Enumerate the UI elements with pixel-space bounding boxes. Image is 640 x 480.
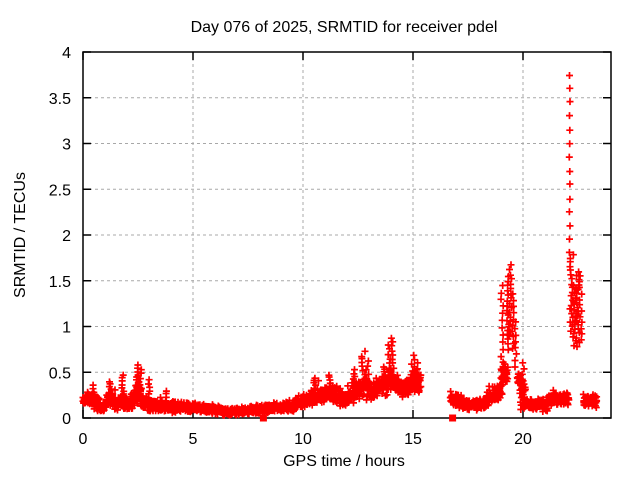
y-tick-label: 2.5	[49, 182, 71, 199]
y-axis-label: SRMTID / TECUs	[12, 172, 29, 298]
y-tick-label: 1.5	[49, 274, 71, 291]
tick-labels: 0 5 10 15 20 0 0.5 1 1.5 2 2.5 3 3.5 4	[49, 45, 532, 448]
flag-square-marker	[449, 414, 457, 422]
y-tick-label: 3.5	[49, 91, 71, 108]
flag-square-markers	[259, 414, 457, 422]
y-tick-label: 0	[62, 411, 71, 428]
chart-title: Day 076 of 2025, SRMTID for receiver pde…	[191, 19, 498, 36]
x-tick-label: 20	[514, 431, 532, 448]
x-tick-label: 10	[294, 431, 312, 448]
grid-lines	[82, 51, 611, 419]
x-tick-label: 5	[189, 431, 198, 448]
y-tick-label: 0.5	[49, 365, 71, 382]
y-tick-label: 1	[62, 320, 71, 337]
x-tick-label: 0	[79, 431, 88, 448]
scatter-plus-markers	[79, 72, 601, 419]
x-tick-label: 15	[404, 431, 422, 448]
x-axis-label: GPS time / hours	[283, 453, 405, 470]
flag-square-marker	[259, 414, 267, 422]
y-tick-label: 2	[62, 228, 71, 245]
y-tick-label: 3	[62, 137, 71, 154]
y-tick-label: 4	[62, 45, 71, 62]
